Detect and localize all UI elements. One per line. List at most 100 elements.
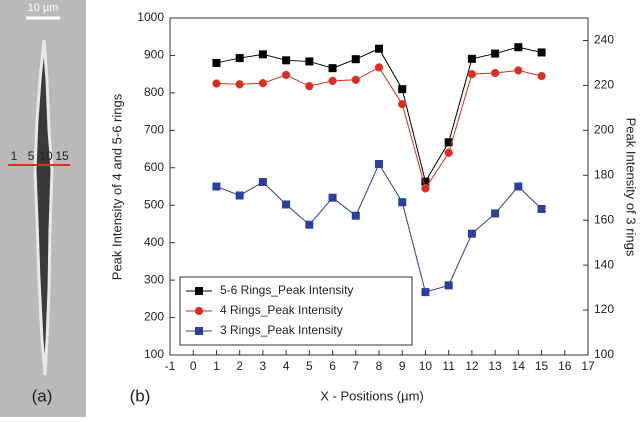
data-point — [491, 209, 500, 218]
legend-label: 3 Rings_Peak Intensity — [220, 323, 343, 337]
y-tick-label: 400 — [144, 235, 164, 249]
data-point — [351, 75, 361, 85]
x-tick-label: 16 — [558, 359, 572, 373]
x-tick-label: -1 — [165, 359, 176, 373]
data-point — [328, 193, 337, 202]
data-point — [444, 148, 453, 158]
y-tick-label: 300 — [144, 272, 164, 286]
data-point — [375, 160, 383, 169]
x-axis-label: X - Positions (µm) — [320, 388, 424, 403]
data-point — [328, 64, 337, 73]
y2-tick-label: 220 — [594, 78, 614, 92]
data-point — [397, 99, 407, 109]
x-tick-label: 0 — [190, 359, 197, 373]
data-point — [351, 55, 360, 64]
data-point — [421, 184, 430, 193]
data-point — [282, 200, 291, 209]
data-point — [537, 71, 546, 81]
data-point — [375, 44, 383, 53]
data-point — [514, 182, 523, 191]
data-point — [491, 49, 500, 58]
x-tick-label: 2 — [236, 359, 243, 373]
x-tick-label: 11 — [442, 359, 455, 373]
data-point — [305, 220, 314, 229]
data-point — [305, 57, 314, 66]
data-point — [514, 66, 523, 75]
panel-label: (a) — [32, 386, 53, 405]
x-tick-label: 17 — [581, 359, 595, 373]
data-point — [421, 288, 430, 297]
data-point — [235, 191, 244, 200]
data-point — [235, 54, 244, 63]
data-point — [398, 85, 407, 94]
data-point — [467, 69, 477, 79]
x-tick-label: 4 — [283, 359, 290, 373]
y2-tick-label: 120 — [594, 302, 614, 316]
data-point — [490, 68, 500, 78]
data-point — [351, 211, 360, 220]
data-point — [305, 81, 314, 91]
data-point — [398, 198, 407, 207]
legend-box — [179, 276, 413, 346]
y-axis-label: Peak Intensity of 4 and 5-6 rings — [109, 93, 124, 280]
y2-tick-label: 180 — [594, 167, 614, 181]
marker-label: 1 — [11, 149, 18, 163]
data-point — [258, 50, 267, 59]
y2-tick-label: 140 — [594, 257, 614, 271]
x-tick-label: 5 — [306, 359, 313, 373]
data-point — [258, 178, 267, 187]
legend-label: 5-6 Rings_Peak Intensity — [220, 283, 353, 297]
legend-label: 4 Rings_Peak Intensity — [220, 303, 343, 317]
data-point — [467, 229, 476, 238]
y-tick-label: 100 — [144, 347, 164, 361]
x-tick-label: 7 — [352, 359, 359, 373]
x-tick-label: 14 — [512, 359, 526, 373]
data-point — [235, 80, 244, 89]
image-panel: 10 µm 1 5 10 15 (a) — [0, 0, 86, 417]
data-point — [212, 58, 221, 67]
data-point — [258, 78, 268, 88]
marker-label: 5 — [28, 149, 35, 163]
y-tick-label: 500 — [144, 197, 164, 211]
x-tick-label: 12 — [465, 359, 479, 373]
data-point — [467, 54, 476, 63]
legend-marker — [194, 306, 204, 316]
panel-label: (b) — [130, 386, 151, 405]
data-point — [281, 70, 291, 80]
x-tick-label: 15 — [535, 359, 549, 373]
x-tick-label: 8 — [376, 359, 383, 373]
x-tick-label: 6 — [329, 359, 336, 373]
data-point — [282, 56, 291, 65]
x-tick-label: 13 — [488, 359, 502, 373]
x-tick-label: 10 — [419, 359, 433, 373]
marker-label: 15 — [55, 149, 69, 163]
y-tick-label: 900 — [144, 48, 164, 62]
y-tick-label: 200 — [144, 310, 164, 324]
y-tick-label: 700 — [144, 123, 164, 137]
y2-axis-label: Peak Intensity of 3 rings — [624, 118, 639, 257]
legend-marker — [195, 287, 203, 295]
data-point — [328, 76, 337, 86]
x-tick-label: 9 — [399, 359, 406, 373]
y-tick-label: 800 — [144, 85, 164, 99]
x-tick-label: 1 — [213, 359, 220, 373]
x-tick-label: 3 — [260, 359, 267, 373]
data-point — [374, 63, 384, 72]
y2-tick-label: 160 — [594, 212, 614, 226]
needle — [33, 39, 54, 376]
data-point — [514, 43, 523, 52]
y-tick-label: 1000 — [137, 10, 164, 24]
scale-label: 10 µm — [28, 2, 59, 14]
y2-tick-label: 200 — [594, 123, 614, 137]
legend-marker — [195, 327, 203, 335]
data-point — [537, 48, 546, 57]
marker-label: 10 — [39, 149, 53, 163]
data-point — [212, 79, 221, 88]
y2-tick-label: 100 — [594, 347, 614, 361]
y-tick-label: 600 — [144, 160, 164, 174]
data-point — [444, 281, 453, 290]
data-point — [537, 204, 546, 213]
data-point — [421, 177, 430, 186]
data-point — [212, 182, 221, 191]
